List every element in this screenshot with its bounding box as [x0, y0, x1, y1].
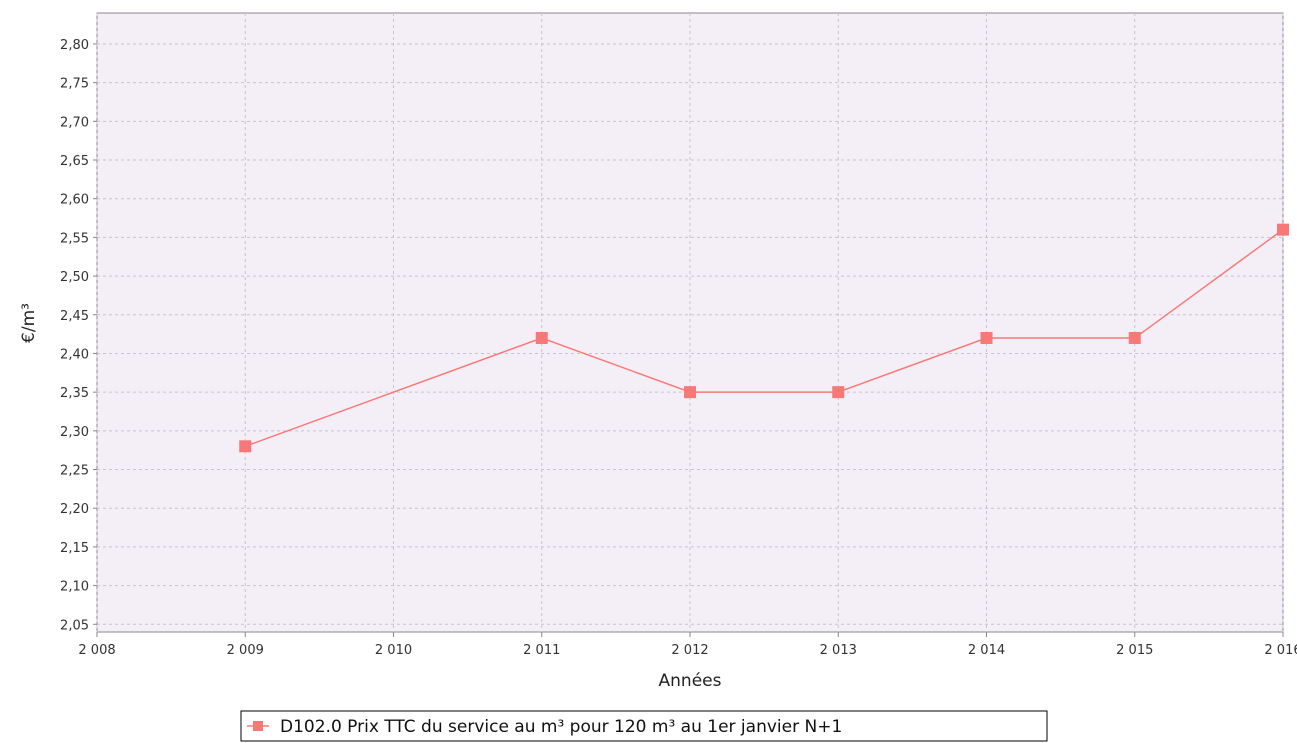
legend: D102.0 Prix TTC du service au m³ pour 12… — [240, 710, 1048, 742]
data-point — [832, 386, 845, 399]
data-point — [535, 331, 548, 344]
y-tick-label: 2,15 — [60, 541, 89, 556]
legend-entry: D102.0 Prix TTC du service au m³ pour 12… — [280, 717, 842, 737]
x-tick-label: 2 014 — [968, 643, 1005, 658]
x-tick-label: 2 013 — [820, 643, 857, 658]
x-tick-label: 2 015 — [1116, 643, 1153, 658]
legend-marker-sample — [253, 721, 263, 731]
x-axis: 2 008 2 009 2 010 2 011 2 012 2 013 2 014 2 015… — [78, 632, 1297, 658]
x-tick-label: 2 008 — [78, 643, 115, 658]
y-tick-label: 2,05 — [60, 618, 89, 633]
grid — [96, 13, 1284, 632]
y-tick-label: 2,70 — [60, 115, 89, 130]
series-layer — [239, 223, 1289, 453]
y-tick-label: 2,45 — [60, 309, 89, 324]
y-tick-label: 2,30 — [60, 425, 89, 440]
y-tick-label: 2,65 — [60, 154, 89, 169]
legend-box — [240, 710, 1048, 742]
data-point — [980, 331, 993, 344]
y-tick-label: 2,25 — [60, 464, 89, 479]
y-tick-label: 2,60 — [60, 193, 89, 208]
y-tick-label: 2,10 — [60, 580, 89, 595]
y-axis-label: €/m³ — [19, 303, 39, 343]
data-point — [1128, 331, 1141, 344]
x-tick-label: 2 009 — [227, 643, 264, 658]
y-tick-label: 2,75 — [60, 77, 89, 92]
data-point — [684, 386, 696, 399]
x-tick-label: 2 016 — [1264, 643, 1297, 658]
y-tick-label: 2,35 — [60, 386, 89, 401]
y-tick-label: 2,20 — [60, 502, 89, 517]
x-tick-label: 2 010 — [375, 643, 412, 658]
x-tick-label: 2 012 — [671, 643, 708, 658]
x-axis-label: Années — [659, 671, 722, 691]
y-tick-label: 2,55 — [60, 231, 89, 246]
y-tick-label: 2,50 — [60, 270, 89, 285]
y-axis: 2,05 2,10 2,15 2,20 2,25 2,30 2,35 2,40 2,45 2,50… — [60, 38, 97, 633]
x-tick-label: 2 011 — [523, 643, 560, 658]
y-tick-label: 2,80 — [60, 38, 89, 53]
data-point — [239, 440, 252, 453]
y-tick-label: 2,40 — [60, 347, 89, 362]
data-point — [1277, 223, 1289, 236]
